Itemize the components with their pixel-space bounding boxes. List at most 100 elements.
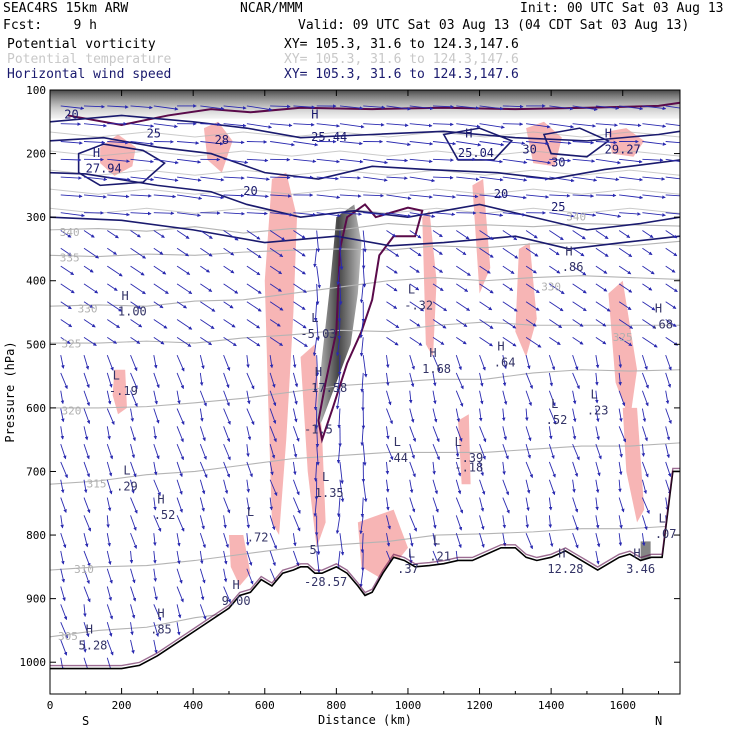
wind-speed-closed-contour bbox=[542, 127, 610, 158]
wind-vector bbox=[455, 515, 463, 531]
wind-vector bbox=[432, 390, 437, 405]
wind-vector bbox=[130, 176, 155, 182]
contour-label-pv: L bbox=[394, 435, 401, 449]
contour-label-theta: 315 bbox=[87, 477, 107, 490]
contour-label-pv: 3.46 bbox=[626, 562, 655, 576]
wind-vector bbox=[336, 266, 341, 286]
wind-vector bbox=[269, 265, 283, 275]
wind-vector bbox=[386, 212, 412, 218]
wind-vector bbox=[479, 158, 503, 164]
wind-vector bbox=[501, 408, 506, 422]
wind-vector bbox=[479, 265, 491, 274]
wind-vector bbox=[339, 479, 345, 503]
contour-label-theta: 330 bbox=[78, 303, 98, 316]
wind-vector bbox=[618, 479, 622, 493]
wind-vector bbox=[83, 104, 105, 109]
wind-vector bbox=[83, 604, 87, 618]
wind-vector bbox=[335, 515, 341, 535]
contour-label-pv: H bbox=[565, 244, 572, 258]
wind-vector bbox=[409, 408, 415, 423]
wind-vector bbox=[525, 515, 530, 529]
wind-vector bbox=[106, 550, 112, 565]
wind-vector bbox=[130, 211, 152, 216]
wind-vector bbox=[130, 622, 134, 636]
wind-vector bbox=[223, 123, 247, 128]
wind-vector bbox=[223, 479, 229, 495]
contour-label-pv: .86 bbox=[562, 260, 584, 274]
wind-vector bbox=[339, 141, 363, 146]
wind-vector bbox=[502, 283, 514, 291]
wind-vector bbox=[176, 515, 185, 532]
wind-vector bbox=[246, 158, 269, 163]
wind-vector bbox=[60, 461, 68, 479]
wind-vector bbox=[548, 426, 553, 440]
wind-vector bbox=[432, 158, 454, 162]
contour-label-pv: .64 bbox=[494, 356, 516, 370]
contour-label-wind: 20 bbox=[494, 187, 508, 201]
wind-vector bbox=[246, 194, 269, 199]
contour-label-pv: .72 bbox=[247, 530, 269, 544]
wind-vector bbox=[200, 319, 215, 330]
wind-vector bbox=[502, 497, 510, 514]
wind-vector bbox=[83, 301, 94, 309]
wind-vector bbox=[548, 461, 556, 478]
theta-contour bbox=[50, 369, 680, 409]
wind-vector bbox=[106, 533, 111, 547]
wind-vector bbox=[642, 176, 666, 181]
wind-vector bbox=[572, 408, 577, 423]
wind-vector bbox=[107, 301, 123, 312]
wind-vector bbox=[292, 444, 298, 458]
wind-vector bbox=[246, 550, 253, 566]
wind-vector bbox=[223, 247, 235, 256]
wind-vector bbox=[292, 515, 301, 532]
wind-vector bbox=[595, 497, 599, 511]
wind-vector bbox=[479, 390, 484, 405]
wind-vector bbox=[293, 230, 306, 239]
wind-vector bbox=[502, 355, 507, 370]
wind-vector bbox=[595, 123, 618, 127]
wind-vector bbox=[60, 212, 86, 218]
wind-vector bbox=[130, 141, 155, 146]
wind-vector bbox=[665, 247, 678, 257]
wind-vector bbox=[525, 319, 537, 327]
wind-vector bbox=[386, 141, 411, 147]
theta-contour bbox=[50, 321, 680, 344]
wind-vector bbox=[455, 408, 461, 423]
wind-vector bbox=[130, 372, 138, 390]
contour-label-pv: L bbox=[658, 511, 665, 525]
wind-vector bbox=[176, 265, 191, 275]
wind-vector bbox=[386, 265, 398, 274]
wind-vector bbox=[337, 319, 342, 340]
wind-vector bbox=[572, 515, 579, 531]
wind-vector bbox=[269, 230, 286, 241]
legend-theta-xy: XY= 105.3, 31.6 to 124.3,147.6 bbox=[284, 52, 519, 67]
wind-vector bbox=[595, 230, 609, 240]
wind-vector bbox=[269, 444, 276, 459]
wind-vector bbox=[502, 301, 518, 312]
wind-vector bbox=[385, 461, 390, 475]
wind-vector bbox=[502, 141, 526, 145]
wind-vector bbox=[153, 265, 167, 275]
wind-vector bbox=[130, 568, 136, 584]
wind-vector bbox=[549, 193, 571, 198]
wind-vector bbox=[432, 194, 456, 199]
contour-label-theta: 340 bbox=[566, 210, 586, 223]
wind-vector bbox=[199, 515, 205, 530]
contour-label-pv: H bbox=[558, 546, 565, 560]
wind-vector bbox=[83, 354, 90, 370]
wind-vector bbox=[665, 283, 678, 293]
wind-vector bbox=[153, 622, 159, 637]
wind-vector bbox=[270, 141, 295, 147]
wind-vector bbox=[83, 336, 97, 346]
wind-vector bbox=[270, 123, 293, 128]
wind-vector bbox=[293, 105, 316, 109]
wind-vector bbox=[549, 123, 575, 129]
wind-vector bbox=[246, 479, 251, 493]
wind-vector bbox=[456, 123, 481, 129]
x-tick-label: 600 bbox=[255, 699, 275, 712]
wind-vector bbox=[455, 426, 463, 442]
wind-vector bbox=[130, 123, 155, 128]
wind-vector bbox=[60, 283, 75, 294]
wind-vector bbox=[363, 193, 385, 198]
x-tick-label: 1200 bbox=[466, 699, 493, 712]
